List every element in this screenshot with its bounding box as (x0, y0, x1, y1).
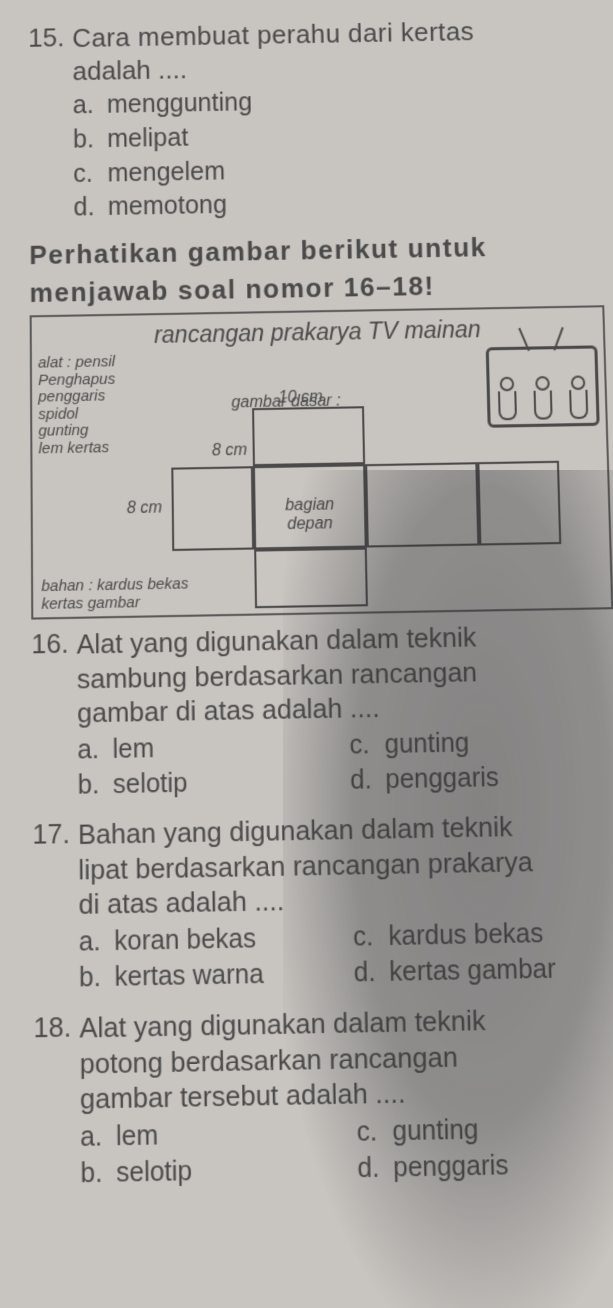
net-center: bagian depan (253, 464, 367, 549)
net-left (171, 466, 254, 551)
q15-options: a.menggunting b.melipat c.mengelem d.mem… (73, 80, 606, 226)
question-18: 18.Alat yang digunakan dalam teknik poto… (33, 1000, 613, 1194)
q17-opt-a[interactable]: a.koran bekas (79, 919, 354, 960)
question-17: 17.Bahan yang digunakan dalam teknik lip… (32, 807, 613, 998)
q16-options: a.lem b.selotip c.gunting d.penggaris (77, 723, 613, 805)
q16-opt-d[interactable]: d.penggaris (350, 759, 613, 800)
instruction-l1: Perhatikan gambar berikut untuk (29, 229, 607, 272)
q18-opt-c[interactable]: c.gunting (356, 1109, 613, 1151)
question-16: 16.Alat yang digunakan dalam teknik samb… (31, 618, 613, 806)
q18-opt-b[interactable]: b.selotip (80, 1151, 357, 1193)
q17-options: a.koran bekas b.kertas warna c.kardus be… (79, 914, 613, 997)
q15-number: 15. (28, 22, 72, 55)
q18-opt-a[interactable]: a.lem (80, 1114, 357, 1156)
box-title: rancangan prakarya TV mainan (38, 314, 597, 352)
net-right (365, 462, 479, 547)
question-15: 15. Cara membuat perahu dari kertas adal… (28, 13, 606, 227)
q17-number: 17. (32, 817, 78, 853)
net-top (252, 406, 365, 466)
q17-opt-b[interactable]: b.kertas warna (79, 956, 354, 998)
q18-number: 18. (33, 1010, 79, 1046)
q16-opt-c[interactable]: c.gunting (349, 723, 613, 764)
diagram-box: rancangan prakarya TV mainan alat : pens… (30, 305, 613, 619)
q17-opt-d[interactable]: d.kertas gambar (353, 951, 613, 993)
q18-opt-d[interactable]: d.penggaris (357, 1146, 613, 1188)
q17-opt-c[interactable]: c.kardus bekas (353, 914, 613, 955)
instruction-l2: menjawab soal nomor 16–18! (29, 266, 608, 309)
q16-opt-b[interactable]: b.selotip (78, 763, 351, 804)
net-bottom (254, 548, 368, 609)
net-diagram: bagian depan 10 cm 8 cm 8 cm (38, 398, 605, 627)
q16-opt-a[interactable]: a.lem (77, 728, 350, 769)
dim-side: 8 cm (212, 441, 248, 460)
dim-top: 10 cm (278, 388, 323, 407)
net-right2 (477, 461, 561, 546)
q16-number: 16. (31, 627, 76, 662)
worksheet-page: 15. Cara membuat perahu dari kertas adal… (0, 0, 613, 1223)
q18-options: a.lem b.selotip c.gunting d.penggaris (80, 1109, 613, 1193)
dim-left: 8 cm (127, 499, 163, 518)
